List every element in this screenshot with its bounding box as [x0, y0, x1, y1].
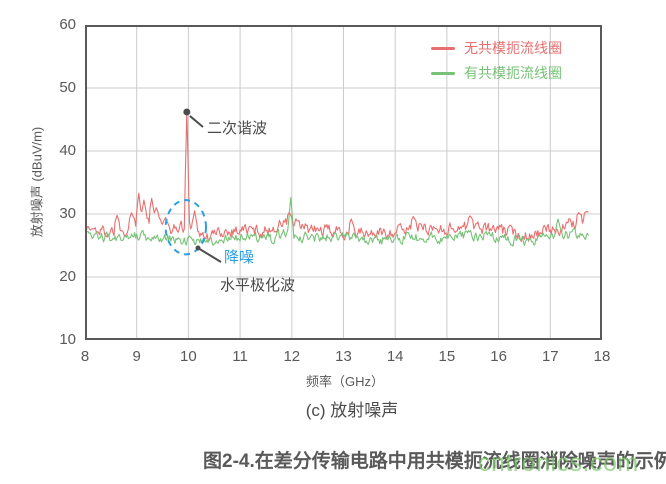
x-tick-8: 8	[80, 348, 90, 365]
y-tick-40: 40	[59, 142, 76, 159]
annotation-polarization: 水平极化波	[220, 277, 296, 294]
legend: 无共模扼流线圈 有共模扼流线圈	[431, 38, 562, 83]
watermark: cntronics.com	[478, 449, 639, 477]
x-tick-12: 12	[283, 348, 301, 365]
legend-label: 有共模扼流线圈	[464, 65, 562, 81]
x-tick-9: 9	[132, 348, 141, 365]
legend-item-1: 有共模扼流线圈	[431, 63, 562, 83]
y-tick-10: 10	[59, 331, 76, 348]
x-tick-16: 16	[490, 348, 507, 365]
x-tick-17: 17	[541, 348, 559, 365]
x-tick-18: 18	[593, 348, 611, 365]
y-tick-50: 50	[59, 79, 76, 96]
plot-area: 无共模扼流线圈 有共模扼流线圈 二次谐波 降噪 水平极化波	[85, 25, 602, 340]
y-tick-30: 30	[59, 205, 76, 222]
legend-label: 无共模扼流线圈	[464, 40, 562, 56]
x-tick-11: 11	[232, 348, 248, 365]
x-tick-15: 15	[438, 348, 456, 365]
figure-caption: 图2-4.在差分传输电路中用共模扼流线圈消除噪声的示例	[203, 451, 666, 472]
legend-line-swatch	[431, 46, 455, 50]
chart-subtitle: (c) 放射噪声	[305, 401, 399, 420]
x-axis-label: 频率（GHz）	[305, 374, 384, 389]
y-tick-60: 60	[59, 16, 76, 33]
y-tick-20: 20	[59, 268, 76, 285]
chart-canvas	[85, 25, 602, 340]
x-tick-14: 14	[386, 348, 404, 365]
legend-item-0: 无共模扼流线圈	[431, 38, 562, 58]
x-tick-10: 10	[180, 348, 197, 365]
legend-line-swatch	[431, 71, 455, 75]
x-tick-13: 13	[335, 348, 352, 365]
annotation-second-harmonic: 二次谐波	[207, 120, 268, 137]
annotation-noise-reduction: 降噪	[224, 249, 255, 266]
